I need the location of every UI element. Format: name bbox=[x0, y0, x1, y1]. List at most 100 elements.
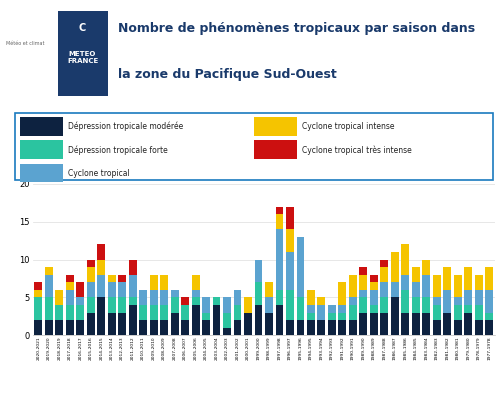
Bar bbox=[98, 297, 105, 335]
Bar bbox=[160, 320, 168, 335]
Bar bbox=[223, 297, 231, 313]
Bar bbox=[412, 313, 420, 335]
Bar bbox=[244, 297, 252, 313]
Bar bbox=[212, 297, 220, 305]
Bar bbox=[422, 297, 430, 313]
Bar bbox=[108, 275, 116, 282]
Bar bbox=[486, 313, 493, 320]
Bar bbox=[118, 313, 126, 335]
Bar bbox=[160, 275, 168, 290]
Bar bbox=[444, 290, 451, 313]
Bar bbox=[160, 305, 168, 320]
Bar bbox=[150, 305, 158, 320]
Bar bbox=[475, 290, 482, 305]
Bar bbox=[128, 305, 136, 335]
Bar bbox=[223, 328, 231, 335]
Bar bbox=[318, 320, 326, 335]
Bar bbox=[370, 305, 378, 313]
Bar bbox=[170, 290, 178, 297]
Bar bbox=[486, 320, 493, 335]
Bar bbox=[464, 305, 472, 313]
Bar bbox=[45, 267, 52, 275]
Bar bbox=[433, 297, 440, 305]
Bar bbox=[118, 297, 126, 313]
FancyBboxPatch shape bbox=[58, 11, 108, 96]
Bar bbox=[338, 320, 346, 335]
Bar bbox=[108, 313, 116, 335]
Bar bbox=[56, 305, 63, 320]
Bar bbox=[454, 297, 462, 305]
Bar bbox=[475, 320, 482, 335]
Text: la zone du Pacifique Sud-Ouest: la zone du Pacifique Sud-Ouest bbox=[118, 67, 336, 81]
Bar bbox=[139, 290, 147, 305]
Bar bbox=[276, 229, 283, 290]
Bar bbox=[286, 252, 294, 290]
Bar bbox=[87, 282, 94, 297]
Bar bbox=[338, 313, 346, 320]
Text: Dépression tropicale modérée: Dépression tropicale modérée bbox=[68, 122, 184, 131]
Bar bbox=[150, 290, 158, 305]
Bar bbox=[328, 320, 336, 335]
Bar bbox=[486, 267, 493, 290]
Bar bbox=[349, 275, 357, 297]
Bar bbox=[45, 320, 52, 335]
Bar bbox=[296, 297, 304, 320]
Bar bbox=[98, 275, 105, 297]
Bar bbox=[56, 320, 63, 335]
Bar bbox=[276, 214, 283, 229]
Bar bbox=[412, 297, 420, 313]
Bar bbox=[318, 305, 326, 320]
Bar bbox=[87, 267, 94, 282]
Bar bbox=[433, 305, 440, 320]
Bar bbox=[192, 297, 200, 305]
Bar bbox=[370, 290, 378, 305]
Bar bbox=[98, 244, 105, 259]
Bar bbox=[234, 320, 241, 335]
Bar bbox=[160, 290, 168, 305]
Bar bbox=[360, 275, 368, 290]
Bar bbox=[45, 297, 52, 320]
Bar bbox=[444, 267, 451, 290]
Bar bbox=[20, 141, 63, 159]
Text: Météo et climat: Météo et climat bbox=[6, 41, 44, 46]
Bar bbox=[118, 275, 126, 282]
Bar bbox=[265, 313, 273, 335]
Bar bbox=[380, 313, 388, 335]
Bar bbox=[192, 275, 200, 290]
Bar bbox=[234, 305, 241, 320]
Bar bbox=[265, 297, 273, 313]
Text: Nombre de phénomènes tropicaux par saison dans: Nombre de phénomènes tropicaux par saiso… bbox=[118, 22, 474, 35]
Bar bbox=[170, 297, 178, 313]
Bar bbox=[296, 320, 304, 335]
Bar bbox=[34, 282, 42, 290]
Bar bbox=[286, 290, 294, 320]
Bar bbox=[244, 313, 252, 335]
Text: Cyclone tropical: Cyclone tropical bbox=[68, 168, 130, 178]
Bar bbox=[254, 259, 262, 282]
Bar bbox=[66, 305, 74, 320]
Bar bbox=[150, 320, 158, 335]
Bar bbox=[307, 313, 315, 320]
Bar bbox=[181, 297, 189, 305]
Bar bbox=[454, 305, 462, 320]
Bar bbox=[76, 297, 84, 305]
Bar bbox=[276, 206, 283, 214]
Bar bbox=[454, 275, 462, 297]
Bar bbox=[422, 275, 430, 297]
Bar bbox=[254, 141, 296, 159]
Bar bbox=[318, 297, 326, 305]
Bar bbox=[391, 297, 399, 335]
Bar bbox=[34, 290, 42, 297]
Bar bbox=[360, 297, 368, 313]
Bar bbox=[87, 313, 94, 335]
Bar bbox=[475, 275, 482, 290]
Text: METEO
FRANCE: METEO FRANCE bbox=[67, 51, 98, 64]
Bar bbox=[286, 320, 294, 335]
Bar bbox=[45, 275, 52, 297]
Bar bbox=[402, 313, 409, 335]
Bar bbox=[370, 275, 378, 282]
Bar bbox=[254, 282, 262, 305]
Bar bbox=[296, 237, 304, 297]
Bar bbox=[20, 117, 63, 136]
Bar bbox=[360, 313, 368, 335]
